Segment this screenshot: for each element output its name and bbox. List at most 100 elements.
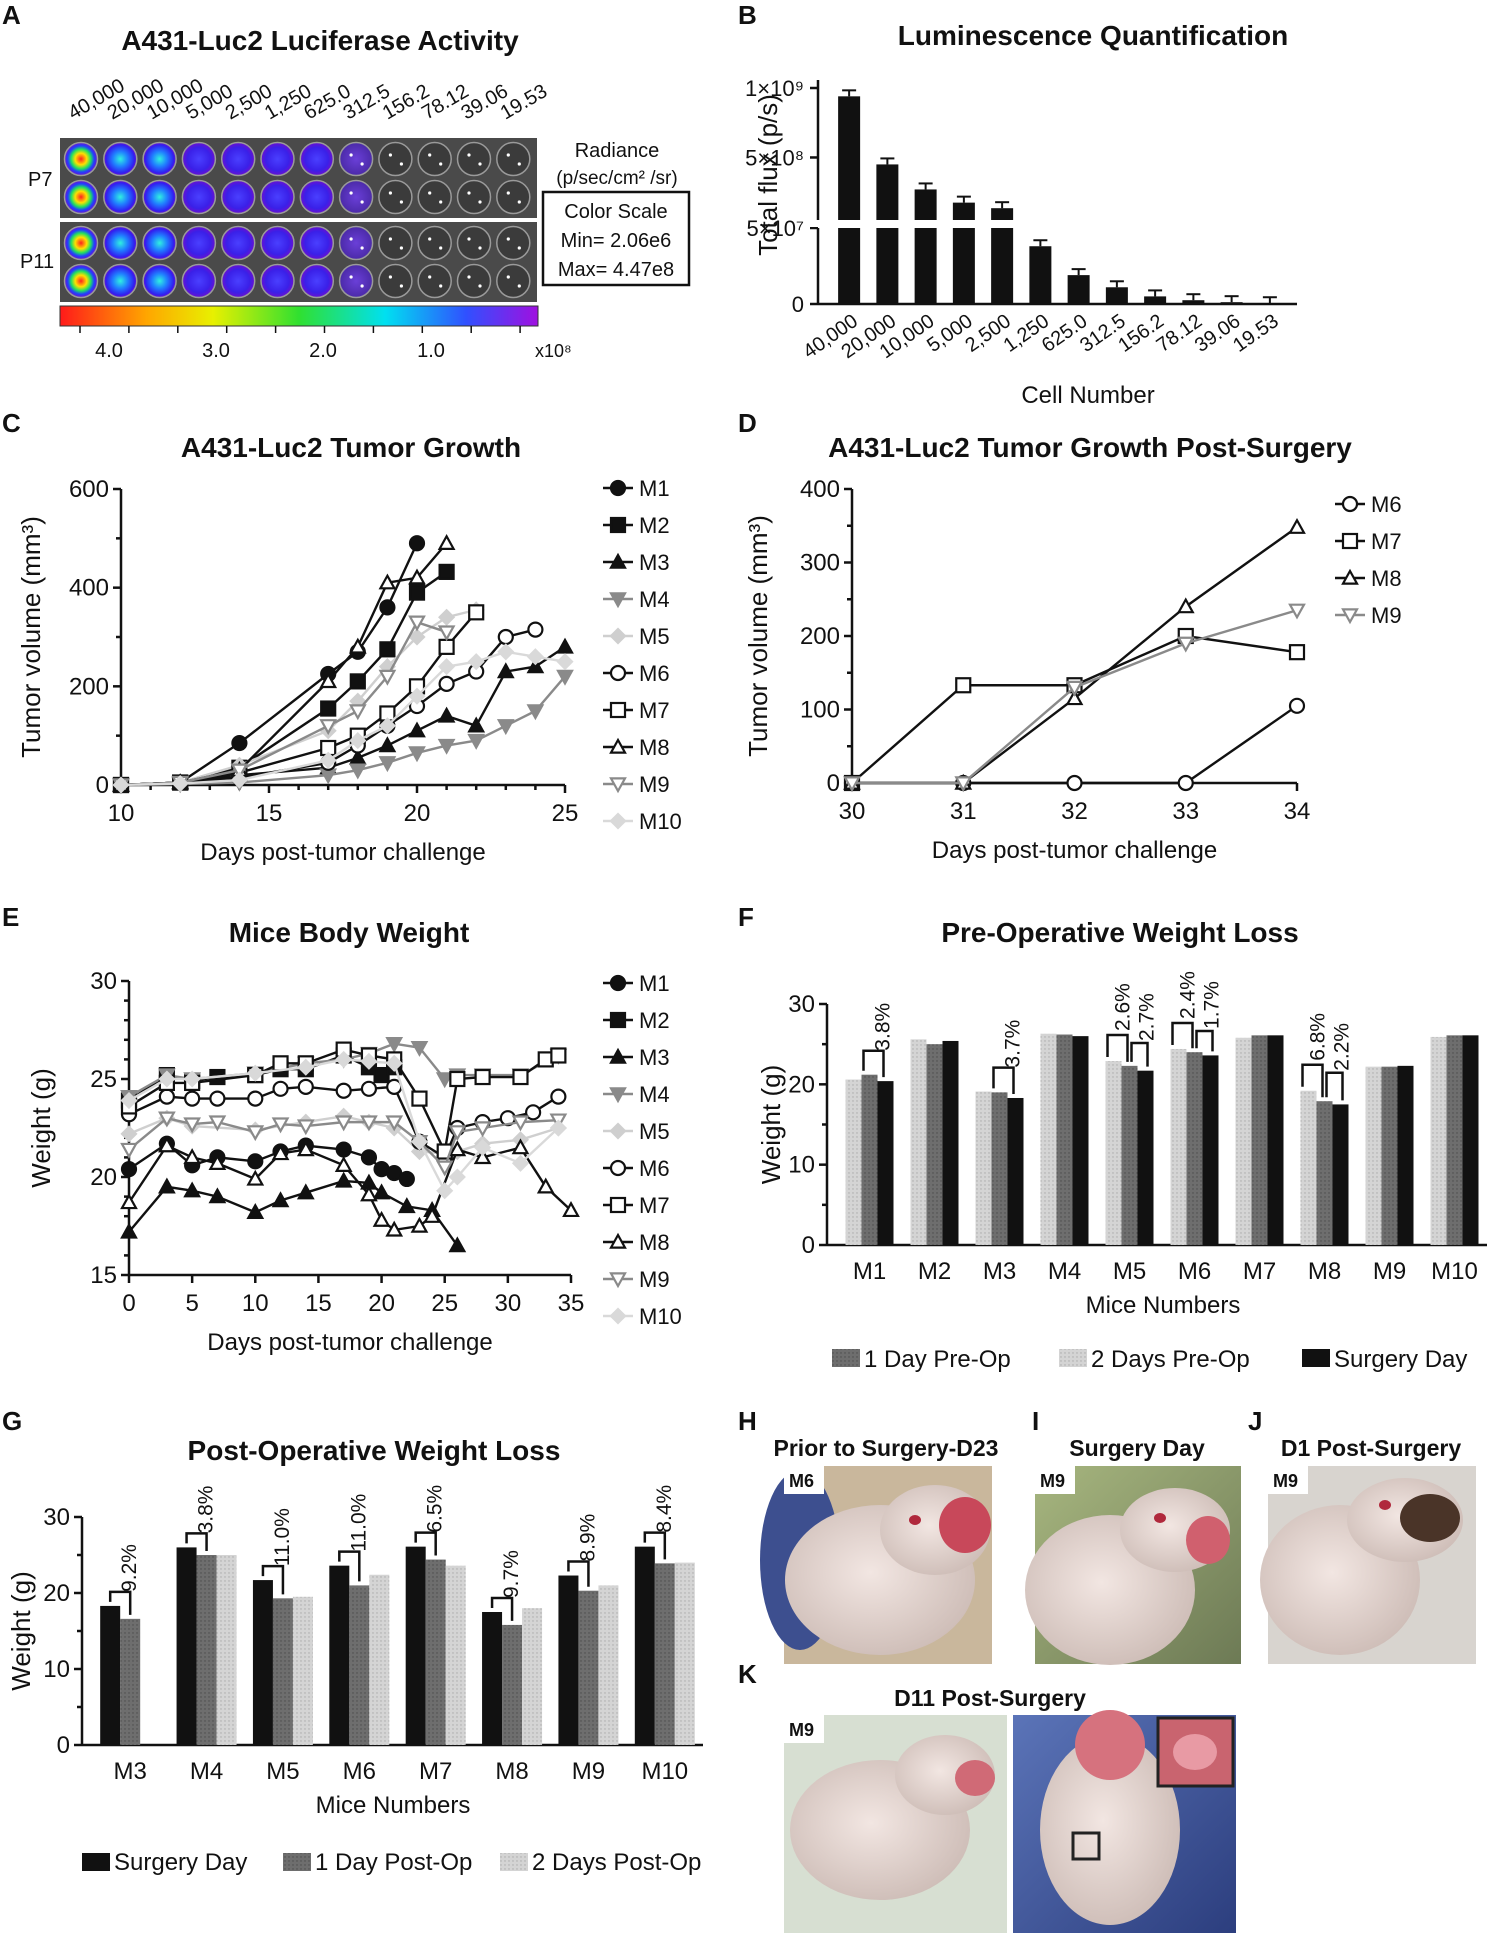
x-tick-label-5: 5	[185, 1290, 198, 1317]
point-m9-0	[843, 776, 861, 793]
chart-e-title: Mice Body Weight	[229, 917, 470, 948]
point-m10-7	[385, 1054, 403, 1072]
point-m8-4	[348, 637, 367, 654]
legend-swatch-surgery-day	[82, 1853, 110, 1871]
photo-k-tag: M9	[789, 1720, 814, 1740]
well-glint-b-r1-c12	[517, 162, 521, 166]
bracket-a-m6	[1171, 1021, 1194, 1049]
x-tick-label-35: 35	[558, 1290, 585, 1317]
x-tick-label-m4: M4	[190, 1758, 223, 1785]
legend-marker-m7	[1341, 532, 1359, 550]
legend-marker-m8	[609, 737, 627, 754]
point-m8-1	[158, 1136, 176, 1153]
bracket-m4	[185, 1532, 208, 1551]
bracket-m3	[992, 1066, 1015, 1094]
well-glint-r1-c8	[349, 153, 353, 157]
bar-m4-2-days-post-op	[216, 1555, 237, 1745]
y-tick-label-400: 400	[800, 476, 840, 503]
legend-label-m3: M3	[639, 1045, 670, 1070]
colorbar	[59, 305, 539, 327]
bar-upper-10-000	[914, 189, 937, 220]
bar-m4-2-days-pre-op	[1040, 1033, 1057, 1245]
well-glint-r4-c10	[428, 275, 432, 279]
legend-marker-m7	[609, 1196, 627, 1214]
x-tick-label-15: 15	[256, 800, 283, 827]
point-m10-3	[319, 751, 337, 769]
panel-letter-c: C	[2, 408, 21, 438]
bar-m8-1-day-post-op	[502, 1624, 523, 1745]
point-m3-9	[496, 662, 515, 679]
bar-19-53	[1258, 303, 1281, 305]
annotation-m8-1: 2.2%	[1331, 1023, 1354, 1071]
point-m1-5	[379, 599, 396, 616]
point-m10-8	[410, 1133, 429, 1151]
bar-upper-5-000	[952, 202, 975, 220]
panel-letter-k: K	[738, 1659, 757, 1689]
legend-label-m4: M4	[639, 587, 670, 612]
bracket-m6	[338, 1550, 361, 1582]
x-tick-label-m6: M6	[1178, 1258, 1211, 1285]
point-m8-4	[1288, 517, 1306, 534]
x-tick-label-20: 20	[404, 800, 431, 827]
legend-marker-m2	[609, 516, 627, 534]
point-m10-3	[246, 1064, 264, 1082]
bar-m9-1-day-pre-op	[1381, 1066, 1398, 1245]
y-tick-label-100: 100	[800, 697, 840, 724]
bar-upper-40-000	[838, 96, 861, 220]
photo-h-eye	[909, 1515, 921, 1525]
series-line-m3	[128, 1179, 459, 1247]
legend-marker-m5	[609, 1122, 627, 1140]
x-axis-label: Days post-tumor challenge	[932, 837, 1217, 864]
point-m6-7	[335, 1082, 352, 1099]
y-tick-label-0: 0	[802, 1232, 815, 1259]
point-m6-9	[497, 628, 514, 646]
photo-panel-j: D1 Post-Surgery M9	[1260, 1435, 1476, 1664]
point-m9-2	[230, 763, 249, 780]
annotation-m6: 11.0%	[347, 1494, 370, 1552]
bracket-m9	[567, 1560, 590, 1587]
legend-marker-m6	[609, 664, 627, 682]
bar-m2-1-day-pre-op	[926, 1044, 943, 1245]
well-r1-c12	[496, 141, 531, 177]
legend-marker-m10	[609, 812, 627, 830]
x-axis-label: Days post-tumor challenge	[200, 839, 485, 866]
bar-m3-surgery-day	[100, 1605, 121, 1745]
x-tick-label-15: 15	[305, 1290, 332, 1317]
chart-g-title: Post-Operative Weight Loss	[188, 1435, 561, 1466]
well-r2-c2	[103, 179, 138, 215]
point-m8-17	[562, 1201, 580, 1218]
point-m3-8	[467, 716, 486, 733]
bar-upper-2-500	[991, 208, 1014, 220]
bar-m10-surgery-day	[1462, 1035, 1479, 1245]
legend-swatch-1-day-post-op	[283, 1853, 311, 1871]
bar-m9-surgery-day	[1397, 1065, 1414, 1245]
point-m6-3	[209, 1090, 226, 1107]
bar-m1-surgery-day	[877, 1081, 894, 1245]
bracket-m8	[490, 1596, 514, 1621]
point-m10-11	[474, 1139, 492, 1157]
well-r1-c11	[456, 141, 492, 177]
legend-marker-m9	[1341, 608, 1359, 625]
well-glint-b-r4-c12	[517, 284, 521, 288]
panel-letter-f: F	[738, 902, 754, 932]
point-m3-7	[334, 1171, 353, 1188]
point-m8-4	[246, 1169, 265, 1186]
photo-k-zoom-box	[1071, 1831, 1101, 1861]
well-glint-b-r4-c11	[478, 284, 482, 288]
point-m7-11	[449, 1070, 466, 1088]
x-axis-label: Cell Number	[1021, 382, 1154, 409]
point-m9-1	[158, 1111, 176, 1128]
legend-label-1-day-pre-op: 1 Day Pre-Op	[864, 1346, 1011, 1373]
point-m9-2	[183, 1117, 202, 1134]
legend-swatch-1-day-pre-op	[832, 1349, 860, 1367]
bar-lower-2-500	[991, 228, 1014, 304]
point-m8-16	[536, 1177, 555, 1194]
well-r4-c6	[260, 263, 295, 299]
point-m3-5	[271, 1191, 290, 1208]
legend-marker-m7	[609, 701, 627, 719]
well-images	[63, 141, 531, 299]
well-glint-b-r2-c11	[478, 200, 482, 204]
point-m5-7	[438, 608, 456, 626]
point-m8-7	[437, 534, 456, 550]
point-m6-7	[438, 675, 455, 692]
